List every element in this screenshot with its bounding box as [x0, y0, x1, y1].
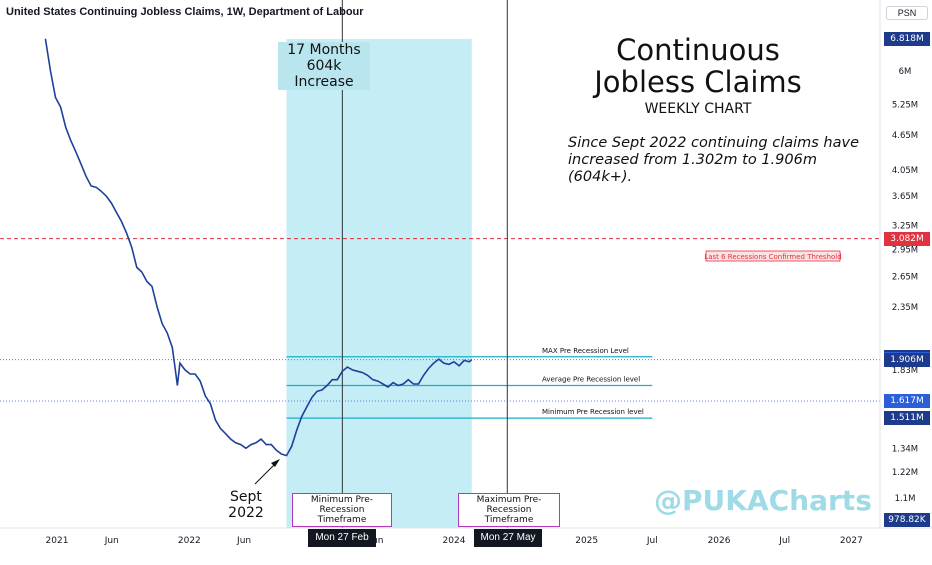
y-tick-label: 2.65M — [892, 273, 918, 283]
chart-header-title: United States Continuing Jobless Claims,… — [6, 6, 364, 18]
y-axis-ticks: 6M 5.25M 4.65M 4.05M 3.65M 3.25M 2.95M 2.65M 2.3… — [892, 67, 918, 504]
currency-psn-button[interactable]: PSN — [886, 6, 928, 20]
y-tick-label: 2.35M — [892, 303, 918, 313]
chart-canvas: 6M 5.25M 4.65M 4.05M 3.65M 3.25M 2.95M 2.65M 2.3… — [0, 0, 932, 546]
x-tick-label: 2026 — [708, 536, 731, 546]
y-tick-label: 1.22M — [892, 468, 918, 478]
x-tick-label: 2021 — [46, 536, 69, 546]
price-tag: 1.617M — [884, 394, 930, 409]
max-box-line1: Maximum Pre-Recession — [476, 495, 542, 515]
x-tick-label: 2024 — [443, 536, 466, 546]
y-tick-label: 4.05M — [892, 166, 918, 176]
y-tick-label: 1.1M — [895, 494, 916, 504]
sept-label: Sept 2022 — [226, 489, 266, 521]
level-labels: MAX Pre Recession Level Average Pre Reces… — [542, 347, 644, 416]
min-box-line1: Minimum Pre-Recession — [310, 495, 374, 515]
price-tag: 1.511M — [884, 411, 930, 426]
weekly-subtitle: WEEKLY CHART — [644, 101, 752, 117]
y-tick-label: 6M — [899, 67, 912, 77]
shade-line1: 17 Months — [287, 42, 361, 58]
y-tick-label: 4.65M — [892, 131, 918, 141]
y-tick-label: 5.25M — [892, 101, 918, 111]
y-tick-label: 2.95M — [892, 246, 918, 256]
price-tag: 1.906M — [884, 352, 930, 367]
max-box-line2: Timeframe — [484, 515, 534, 525]
big-title-line1: Continuous — [616, 33, 780, 67]
big-title: Continuous Jobless Claims — [576, 34, 820, 98]
threshold-label-box — [705, 250, 841, 262]
x-tick-label: 2022 — [178, 536, 201, 546]
price-tag: 6.818M — [884, 31, 930, 46]
x-tick-label: Jul — [778, 536, 790, 546]
threshold-label: Last 6 Recessions Confirmed Threshold — [704, 253, 841, 261]
price-tag: 978.82K — [884, 513, 930, 527]
shaded-range — [286, 39, 472, 528]
crosshair-date-badge-2: Mon 27 May '24 — [474, 529, 542, 561]
note-line1: Since Sept 2022 continuing claims have — [568, 135, 859, 151]
max-level-label: MAX Pre Recession Level — [542, 347, 629, 355]
x-tick-label: Jul — [646, 536, 658, 546]
shade-line2: 604k Increase — [294, 58, 354, 90]
max-timeframe-box: Maximum Pre-Recession Timeframe — [458, 493, 560, 527]
y-tick-label: 3.65M — [892, 192, 918, 202]
y-tick-label: 1.83M — [892, 366, 918, 376]
sept-line2: 2022 — [228, 505, 264, 521]
x-tick-label: Jun — [104, 536, 119, 546]
level-lines — [286, 356, 653, 419]
watermark: @PUKACharts — [654, 484, 872, 517]
series-line — [44, 38, 473, 457]
avg-level-label: Average Pre Recession level — [542, 375, 640, 383]
summary-note: Since Sept 2022 continuing claims have i… — [568, 135, 868, 186]
shade-label: 17 Months 604k Increase — [278, 42, 370, 90]
sept-arrow — [254, 459, 280, 485]
sept-line1: Sept — [230, 489, 262, 505]
y-tick-label: 1.34M — [892, 444, 918, 454]
x-tick-label: 2025 — [575, 536, 598, 546]
crosshair-date-badge-1: Mon 27 Feb '23 — [308, 529, 376, 561]
x-axis-ticks: 2021 Jun 2022 Jun Jun 2024 2025 Jul 2026 Jul 2027 — [46, 536, 863, 546]
x-tick-label: Jun — [236, 536, 251, 546]
big-title-line2: Jobless Claims — [594, 65, 802, 99]
threshold-label-group: Last 6 Recessions Confirmed Threshold — [704, 250, 842, 262]
x-tick-label: 2027 — [840, 536, 863, 546]
y-tick-label: 3.25M — [892, 221, 918, 231]
min-timeframe-box: Minimum Pre-Recession Timeframe — [292, 493, 392, 527]
min-level-label: Minimum Pre Recession level — [542, 408, 644, 416]
min-box-line2: Timeframe — [317, 515, 367, 525]
note-line2: increased from 1.302m to 1.906m (604k+). — [568, 152, 817, 185]
price-tag: 3.082M — [884, 231, 930, 246]
